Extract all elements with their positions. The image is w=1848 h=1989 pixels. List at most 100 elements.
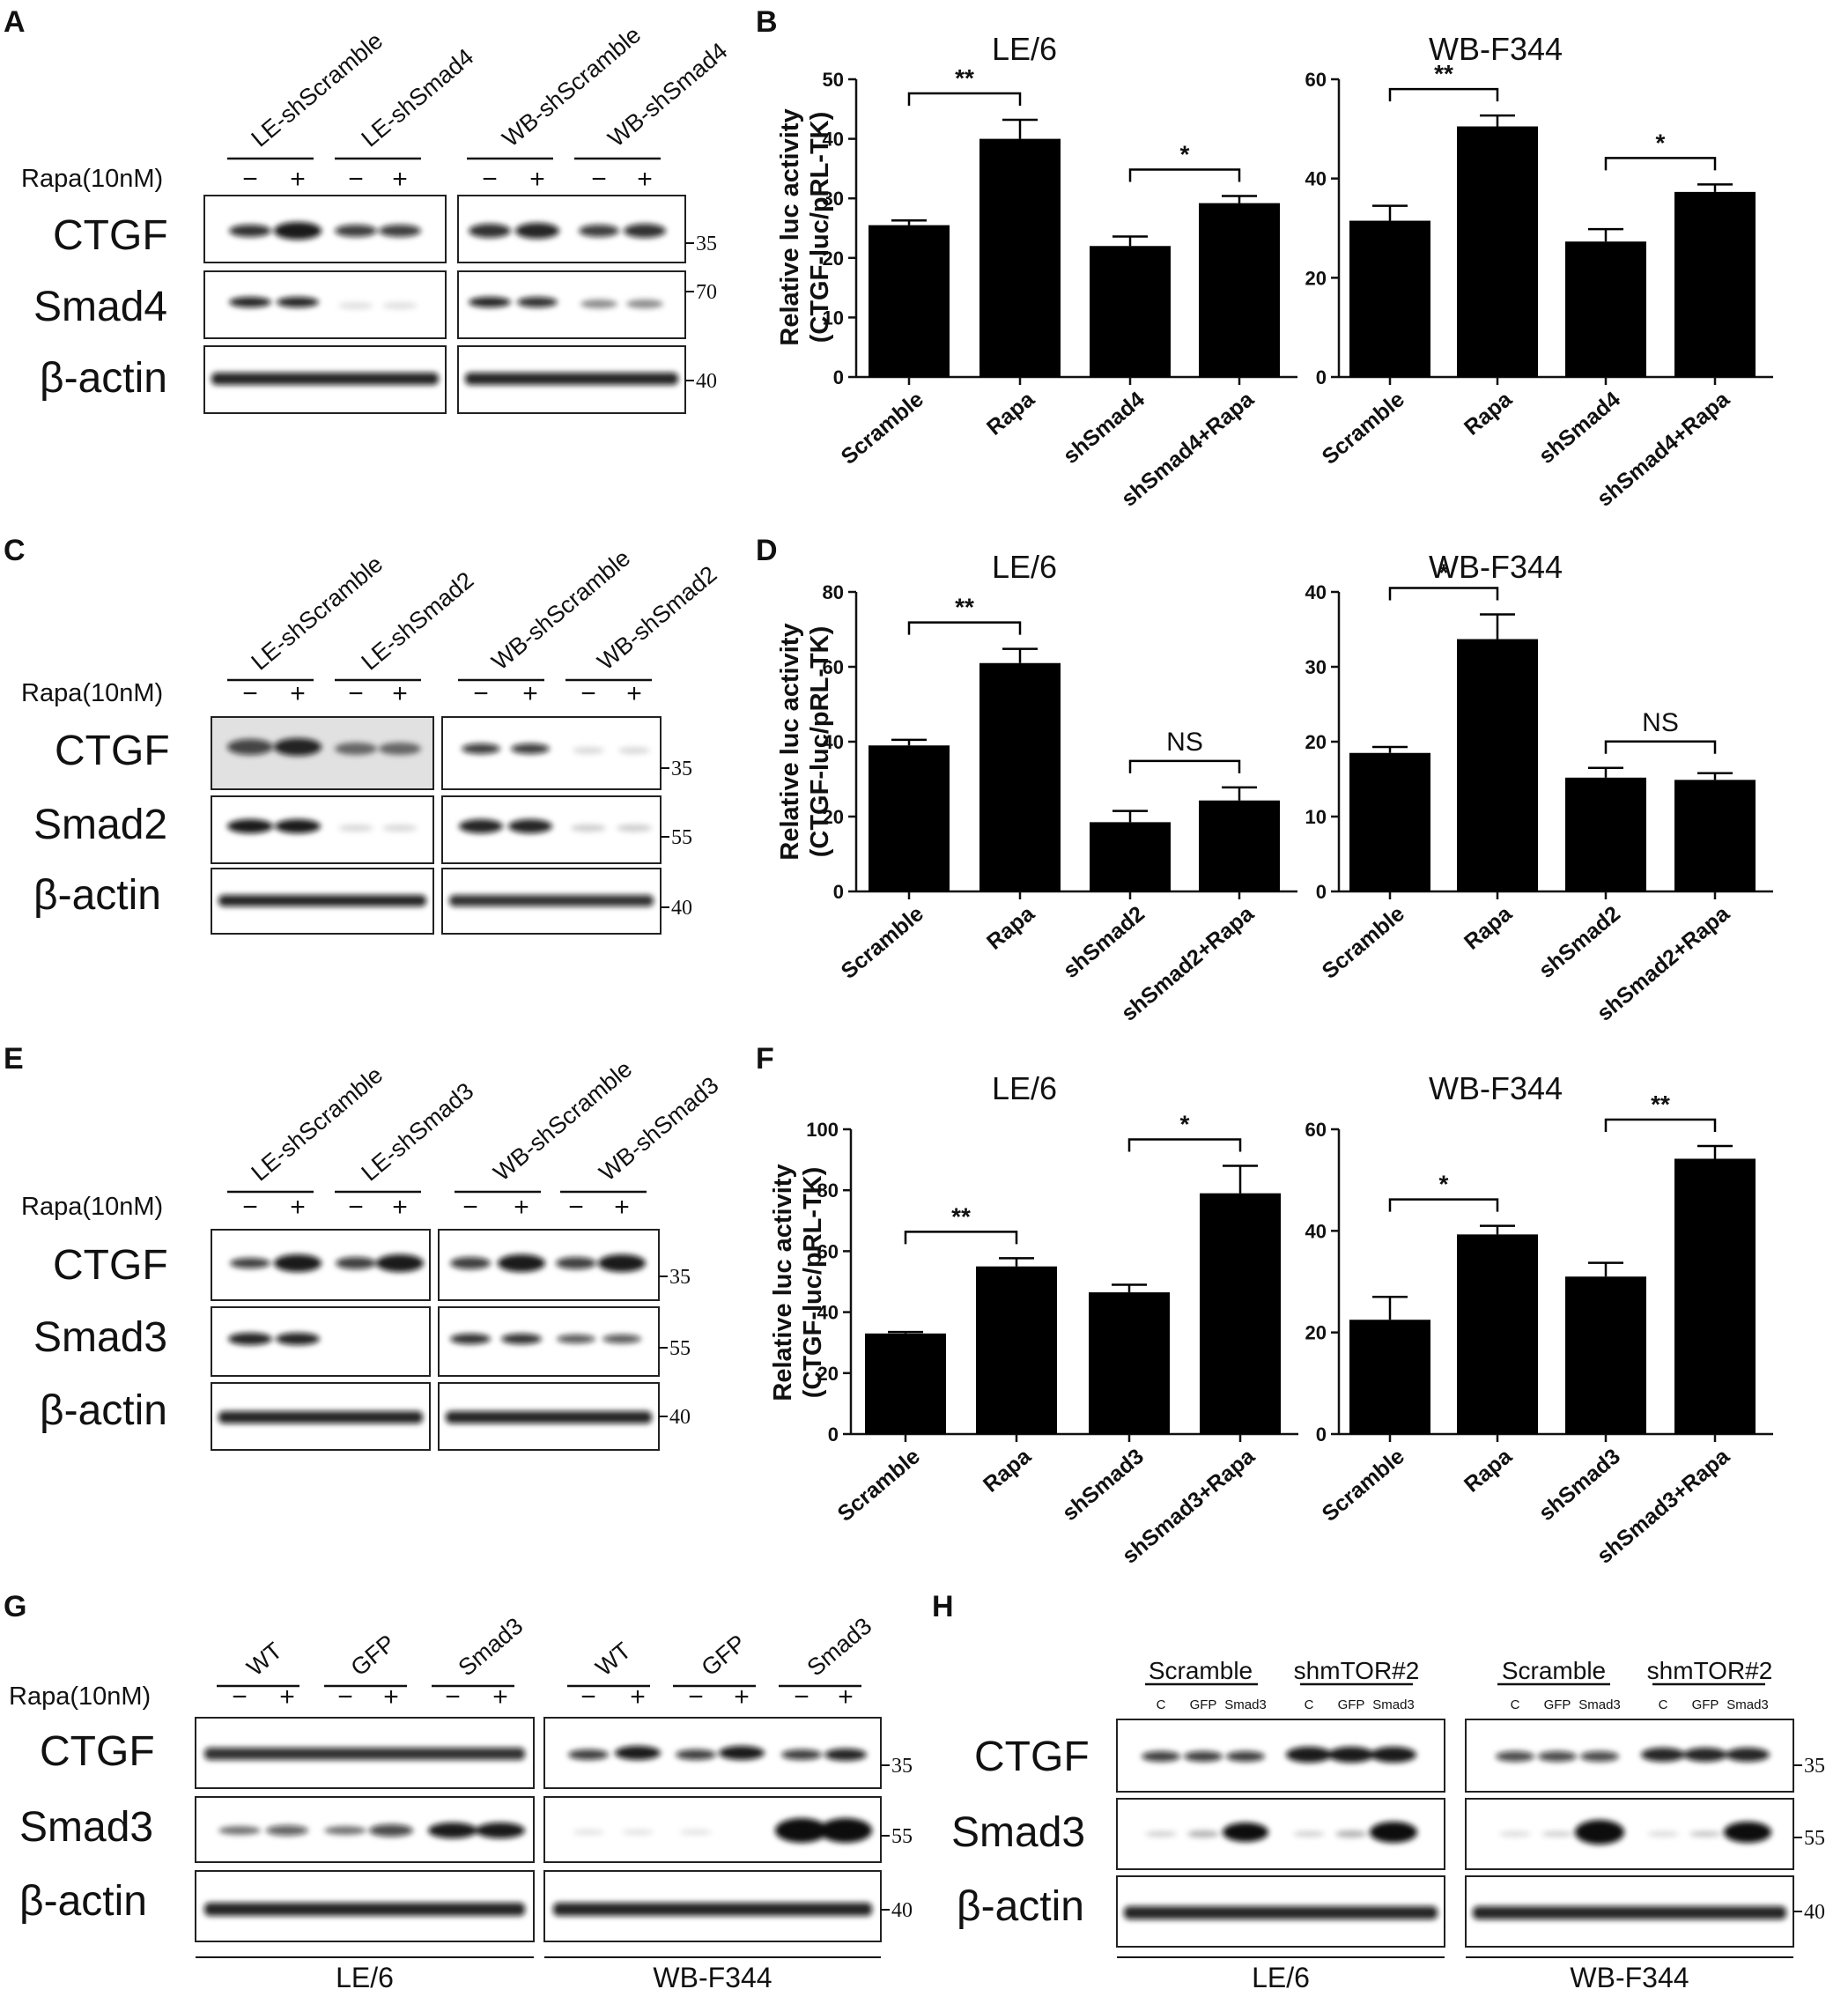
blot-panel-c: LE-shScramble LE-shSmad2 WB-shScramble W…: [21, 544, 721, 935]
chart-title: LE/6: [992, 1070, 1057, 1106]
rapa-label-c: Rapa(10nM): [21, 679, 163, 707]
significance-label: NS: [1642, 708, 1679, 737]
blot-c-row-smad2: Smad2: [33, 802, 167, 848]
svg-text:C: C: [1305, 1697, 1314, 1712]
blot-c-row-ctgf: CTGF: [55, 728, 170, 774]
y-tick-label: 40: [817, 1302, 839, 1324]
svg-text:+: +: [626, 679, 642, 708]
lane-signs-c: − + − + − + − +: [242, 679, 642, 708]
significance-bracket: [1388, 1198, 1499, 1212]
y-tick-label: 20: [1305, 267, 1327, 289]
mw-markers-h: 35 55 40: [1793, 1755, 1825, 1924]
bar: [1565, 1276, 1646, 1434]
y-tick-label: 20: [823, 248, 844, 270]
chart-title: WB-F344: [1429, 31, 1563, 67]
blot-panel-h: Scramble shmTOR#2 Scramble shmTOR#2 C GF…: [951, 1657, 1825, 1989]
y-tick-label: 60: [1305, 1119, 1327, 1141]
blot-a-row-actin: β-actin: [40, 355, 167, 402]
svg-text:+: +: [383, 1682, 399, 1712]
svg-text:70: 70: [696, 281, 717, 304]
y-tick-label: 60: [817, 1240, 839, 1262]
significance-bracket: [907, 621, 1022, 635]
x-tick-label: Rapa: [1460, 386, 1518, 440]
bar: [865, 1333, 946, 1434]
svg-text:GFP: GFP: [1692, 1697, 1719, 1712]
blot-c-row-actin: β-actin: [33, 872, 161, 919]
blot-a-header-2: LE-shSmad4: [357, 43, 479, 152]
y-tick-label: 20: [1305, 1322, 1327, 1344]
svg-text:35: 35: [669, 1266, 691, 1289]
bar: [1457, 1234, 1538, 1434]
svg-text:−: −: [591, 165, 607, 194]
blot-g-header-1: WT: [242, 1638, 287, 1682]
y-tick-label: 0: [1316, 366, 1327, 388]
svg-text:35: 35: [1804, 1755, 1825, 1778]
bar: [1457, 639, 1538, 891]
bar: [1090, 822, 1171, 891]
bar: [1674, 1158, 1756, 1434]
y-tick-label: 0: [1316, 1423, 1327, 1446]
y-tick-label: 20: [1305, 731, 1327, 753]
x-tick-label: shSmad2: [1059, 901, 1149, 983]
significance-bracket: [1388, 87, 1499, 102]
bar: [1199, 203, 1280, 377]
svg-text:−: −: [242, 1193, 258, 1222]
x-tick-label: Scramble: [837, 901, 928, 984]
y-axis-label: Relative luc activity: [769, 1164, 797, 1401]
lane-signs-g: − + − + − + − + − + − +: [232, 1682, 854, 1712]
blot-h-group-shmtor-1: shmTOR#2: [1294, 1657, 1420, 1684]
bar: [1199, 800, 1280, 891]
svg-text:+: +: [838, 1682, 854, 1712]
y-tick-label: 80: [823, 581, 844, 603]
blot-h-footer-wbf344: WB-F344: [1570, 1962, 1689, 1989]
lane-signs-e: − + − + − + − +: [242, 1193, 630, 1222]
x-tick-label: Rapa: [982, 900, 1040, 954]
blot-h-row-ctgf: CTGF: [974, 1734, 1090, 1780]
blot-g-row-ctgf: CTGF: [40, 1728, 155, 1775]
significance-bracket: [1128, 759, 1241, 773]
svg-text:35: 35: [891, 1755, 913, 1778]
svg-text:−: −: [688, 1682, 704, 1712]
svg-text:+: +: [392, 165, 408, 194]
significance-label: *: [1180, 1111, 1190, 1138]
blot-a-row-smad4: Smad4: [33, 284, 167, 330]
blot-e-row-actin: β-actin: [40, 1387, 167, 1434]
x-tick-label: Rapa: [1460, 1443, 1518, 1497]
blot-c-header-2: LE-shSmad2: [357, 566, 479, 675]
svg-text:35: 35: [696, 233, 717, 255]
blot-panel-a: LE-shScramble LE-shSmad4 WB-shScramble W…: [21, 21, 732, 414]
significance-bracket: [1604, 740, 1717, 754]
significance-bracket: [1127, 1138, 1242, 1152]
y-axis-label: (CTGF-luc/pRL-TK): [806, 626, 834, 858]
svg-text:−: −: [794, 1682, 809, 1712]
mw-markers-e: 35 55 40: [659, 1266, 691, 1429]
x-tick-label: shSmad2: [1534, 901, 1625, 983]
blot-h-row-actin: β-actin: [957, 1883, 1084, 1930]
svg-text:C: C: [1659, 1697, 1668, 1712]
svg-text:+: +: [290, 679, 306, 708]
svg-text:35: 35: [671, 758, 692, 780]
panel-letter-f: F: [756, 1042, 774, 1076]
chart-title: WB-F344: [1429, 549, 1563, 585]
x-tick-label: Scramble: [833, 1444, 925, 1527]
y-axis-label: (CTGF-luc/pRL-TK): [806, 112, 834, 344]
svg-text:GFP: GFP: [1190, 1697, 1217, 1712]
panel-letter-b: B: [756, 5, 778, 39]
significance-label: **: [955, 594, 974, 621]
significance-label: NS: [1166, 728, 1203, 757]
blot-g-row-actin: β-actin: [19, 1878, 147, 1925]
y-axis-label: Relative luc activity: [776, 623, 804, 860]
y-tick-label: 100: [806, 1119, 839, 1141]
y-tick-label: 40: [1305, 168, 1327, 190]
blot-h-group-scramble-1: Scramble: [1149, 1657, 1253, 1684]
x-tick-label: shSmad4: [1534, 387, 1625, 469]
svg-text:+: +: [392, 1193, 408, 1222]
blot-g-header-3: Smad3: [454, 1613, 529, 1682]
svg-text:+: +: [734, 1682, 750, 1712]
svg-text:−: −: [232, 1682, 248, 1712]
y-tick-label: 0: [833, 366, 844, 388]
blot-h-group-shmtor-2: shmTOR#2: [1647, 1657, 1773, 1684]
y-tick-label: 0: [828, 1423, 839, 1446]
svg-text:40: 40: [1804, 1901, 1825, 1924]
